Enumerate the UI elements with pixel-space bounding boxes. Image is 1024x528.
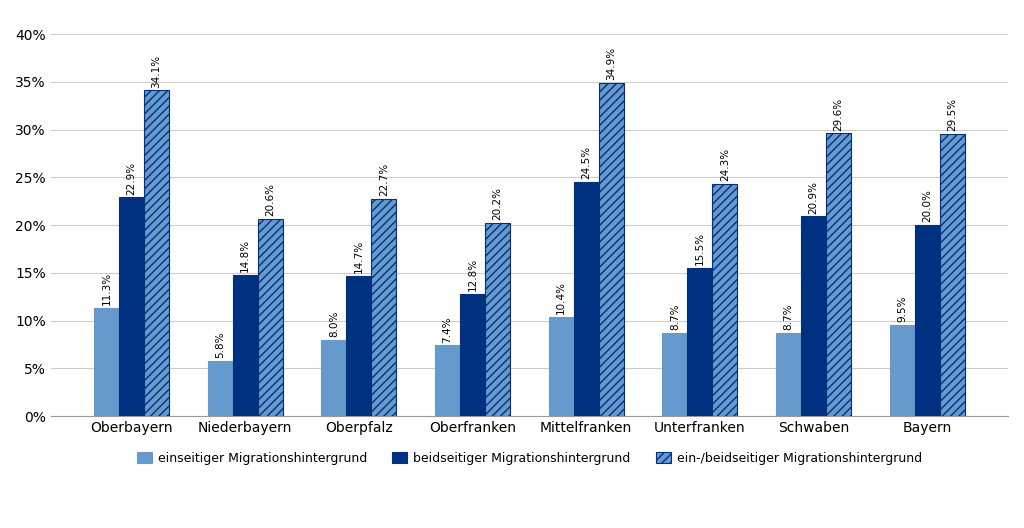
Text: 7.4%: 7.4% [442,316,453,343]
Bar [573,182,599,416]
Text: 15.5%: 15.5% [695,232,705,265]
Text: 12.8%: 12.8% [468,258,477,291]
Text: 5.8%: 5.8% [215,331,225,358]
Text: 20.6%: 20.6% [265,183,275,216]
Bar [801,216,826,416]
Bar [144,90,169,416]
Text: 20.2%: 20.2% [493,187,503,220]
Text: 10.4%: 10.4% [556,281,566,314]
Text: 22.7%: 22.7% [379,163,389,196]
Bar [940,134,965,416]
Bar [687,268,713,416]
Bar [485,223,510,416]
Text: 29.6%: 29.6% [834,97,844,130]
Text: 14.8%: 14.8% [241,239,250,272]
Text: 24.3%: 24.3% [720,148,730,181]
Text: 34.9%: 34.9% [606,47,616,80]
Text: 8.7%: 8.7% [670,304,680,330]
Bar [890,325,914,416]
Text: 34.1%: 34.1% [152,54,162,88]
Bar [232,275,258,416]
Bar [599,83,624,416]
Bar [258,219,283,416]
Bar [549,317,573,416]
Bar [94,308,119,416]
Text: 8.7%: 8.7% [783,304,794,330]
Bar [208,361,232,416]
Text: 20.0%: 20.0% [922,190,932,222]
Bar [435,345,460,416]
Bar [460,294,485,416]
Text: 14.7%: 14.7% [354,240,364,273]
Text: 11.3%: 11.3% [101,272,112,305]
Bar [372,199,396,416]
Text: 22.9%: 22.9% [127,162,136,194]
Bar [713,184,737,416]
Text: 9.5%: 9.5% [897,296,907,323]
Bar [826,134,851,416]
Bar [663,333,687,416]
Text: 29.5%: 29.5% [947,98,957,131]
Text: 24.5%: 24.5% [582,146,591,179]
Bar [346,276,372,416]
Bar [322,340,346,416]
Bar [119,197,144,416]
Bar [776,333,801,416]
Text: 20.9%: 20.9% [809,181,818,214]
Text: 8.0%: 8.0% [329,310,339,337]
Legend: einseitiger Migrationshintergrund, beidseitiger Migrationshintergrund, ein-/beid: einseitiger Migrationshintergrund, beids… [132,447,927,470]
Bar [914,225,940,416]
